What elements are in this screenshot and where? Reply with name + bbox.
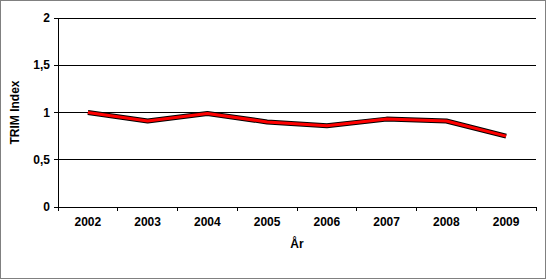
series-line: [88, 113, 506, 137]
x-tick: [416, 207, 417, 211]
x-tick: [58, 207, 59, 211]
x-tick-label: 2002: [75, 215, 102, 229]
x-tick-label: 2003: [134, 215, 161, 229]
plot-area: [88, 113, 506, 137]
grid-line: [58, 159, 536, 160]
x-tick-label: 2008: [433, 215, 460, 229]
y-tick: [54, 18, 58, 19]
x-tick: [237, 207, 238, 211]
chart: 0 0,5 1 1,5 2 2002 2003 2004 2005 2006 2007 2008 200…: [0, 0, 546, 279]
x-tick: [117, 207, 118, 211]
y-axis: [58, 18, 59, 207]
chart-border: [1, 1, 546, 279]
grid-line: [58, 65, 536, 66]
y-tick: [54, 65, 58, 66]
y-tick: [54, 112, 58, 113]
x-tick: [476, 207, 477, 211]
x-tick: [177, 207, 178, 211]
x-tick-label: 2006: [314, 215, 341, 229]
x-tick: [356, 207, 357, 211]
y-tick-label: 0: [43, 200, 50, 214]
x-tick-label: 2005: [254, 215, 281, 229]
grid-line: [58, 112, 536, 113]
y-tick-label: 2: [43, 11, 50, 25]
line-outline: [88, 113, 506, 137]
x-tick: [536, 207, 537, 211]
y-tick: [54, 207, 58, 208]
x-tick-label: 2004: [194, 215, 221, 229]
y-tick-label: 0,5: [33, 153, 50, 167]
x-tick-label: 2009: [493, 215, 520, 229]
grid-line: [58, 18, 536, 19]
y-tick-label: 1: [43, 106, 50, 120]
y-axis-title: TRIM Index: [8, 80, 22, 144]
y-tick-label: 1,5: [33, 58, 50, 72]
x-axis-title: År: [290, 236, 304, 251]
x-tick: [297, 207, 298, 211]
x-tick-label: 2007: [373, 215, 400, 229]
y-tick: [54, 159, 58, 160]
